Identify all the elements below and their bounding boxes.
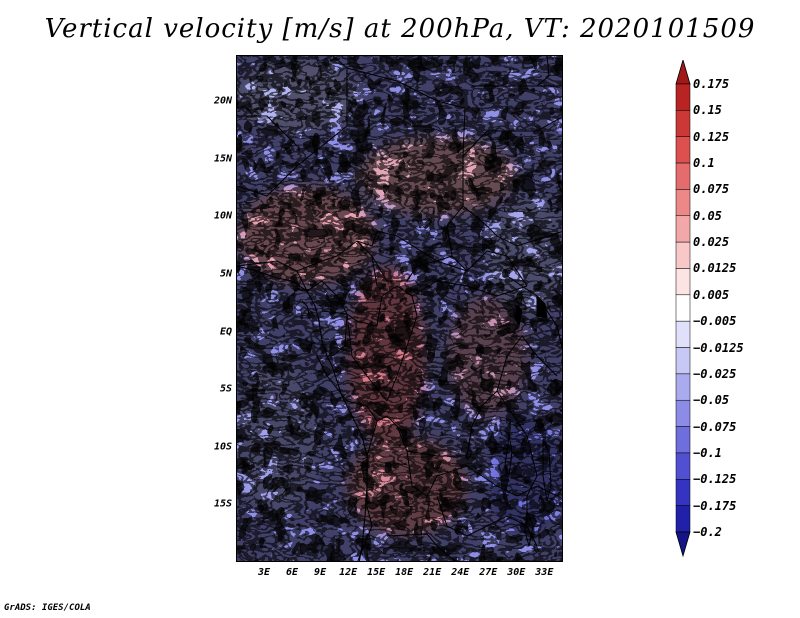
lon-label: 30E	[507, 567, 526, 578]
lat-label: 20N	[213, 95, 232, 107]
software-credit: GrADS: IGES/COLA	[4, 603, 91, 613]
chart-title: Vertical velocity [m/s] at 200hPa, VT: 2…	[44, 14, 756, 44]
colorbar-label: −0.0125	[693, 340, 744, 355]
colorbar-label: 0.005	[693, 287, 730, 302]
colorbar-label: 0.075	[693, 182, 730, 197]
lat-label: 15N	[213, 153, 232, 165]
colorbar-label: −0.2	[693, 525, 722, 539]
lat-label: 5S	[219, 383, 232, 395]
lon-label: 6E	[286, 567, 299, 578]
lon-label: 18E	[395, 567, 414, 578]
lon-label: 33E	[535, 567, 554, 578]
colorbar-label: 0.0125	[693, 261, 737, 276]
country-borders	[237, 56, 562, 561]
colorbar-segment	[675, 505, 691, 533]
colorbar-bottom-arrow	[675, 531, 691, 558]
colorbar-label: −0.05	[693, 393, 730, 408]
colorbar-segment	[675, 373, 691, 401]
colorbar-segment	[675, 294, 691, 322]
lat-label: 10N	[213, 210, 232, 222]
colorbar-segment	[675, 426, 691, 454]
lat-label: 5N	[219, 268, 232, 280]
lon-label: 15E	[367, 567, 386, 578]
colorbar-label: 0.175	[693, 77, 730, 91]
velocity-field-map	[237, 56, 562, 561]
colorbar-segment	[675, 215, 691, 243]
colorbar-label: −0.005	[693, 314, 737, 329]
colorbar-segment	[675, 320, 691, 348]
lat-label: 10S	[213, 441, 232, 453]
colorbar-label: −0.1	[693, 445, 722, 460]
colorbar-label: 0.15	[693, 103, 722, 118]
colorbar-label: −0.125	[693, 472, 737, 487]
colorbar-segment	[675, 83, 691, 111]
colorbar-segment	[675, 479, 691, 506]
field-noise-white	[237, 56, 562, 561]
colorbar-segment	[675, 268, 691, 296]
colorbar-label: 0.05	[693, 208, 722, 223]
lon-label: 21E	[423, 567, 442, 578]
colorbar-label: −0.075	[693, 419, 737, 434]
colorbar-label: 0.1	[693, 156, 715, 171]
coastline	[237, 265, 368, 561]
colorbar-label: 0.125	[693, 129, 730, 144]
lon-label: 12E	[339, 567, 358, 578]
colorbar-segment	[675, 452, 691, 480]
lat-label: 15S	[213, 498, 232, 510]
colorbar-segment	[675, 189, 691, 217]
colorbar-segment	[675, 399, 691, 427]
lon-label: 27E	[479, 567, 498, 578]
colorbar-segment	[675, 241, 691, 269]
colorbar-segment	[675, 110, 691, 137]
colorbar-label: −0.025	[693, 366, 737, 381]
colorbar-segment	[675, 136, 691, 164]
lon-label: 24E	[451, 567, 470, 578]
colorbar-label: −0.175	[693, 498, 737, 513]
map-panel	[236, 55, 563, 562]
lon-label: 9E	[314, 567, 327, 578]
colorbar	[675, 60, 691, 558]
colorbar-segment	[675, 347, 691, 375]
colorbar-label: 0.025	[693, 235, 730, 250]
colorbar-top-arrow	[675, 60, 691, 85]
colorbar-segment	[675, 162, 691, 190]
lakes	[504, 294, 552, 547]
lon-label: 3E	[257, 567, 271, 578]
lat-label: EQ	[219, 326, 232, 338]
